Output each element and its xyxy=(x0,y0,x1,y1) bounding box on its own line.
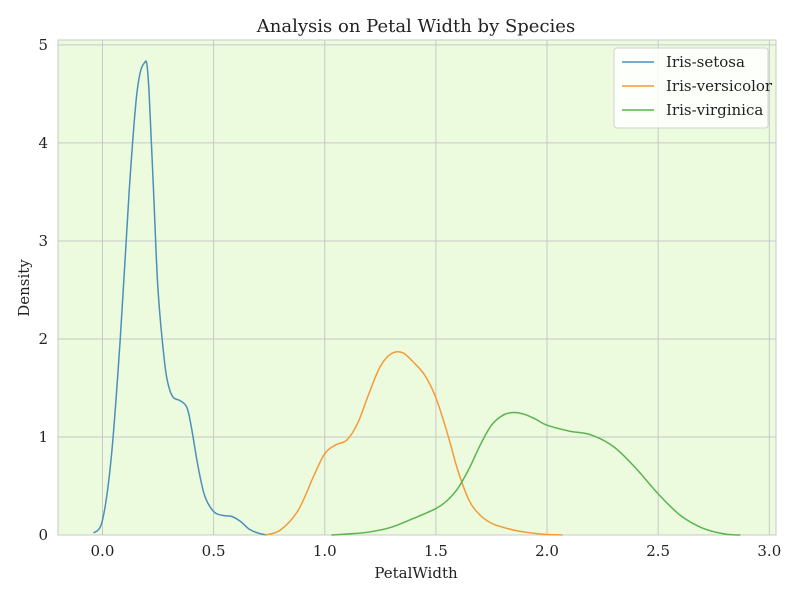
y-axis-label: Density xyxy=(15,259,33,317)
x-tick-label: 0.5 xyxy=(202,542,226,560)
legend-label: Iris-versicolor xyxy=(666,77,773,95)
y-tick-label: 5 xyxy=(38,36,48,54)
series-line-iris-versicolor xyxy=(264,350,563,536)
series-line-iris-virginica xyxy=(331,411,741,536)
y-tick-label: 2 xyxy=(38,330,48,348)
y-tick-label: 0 xyxy=(38,526,48,544)
x-tick-label: 2.0 xyxy=(535,542,559,560)
y-tick-label: 3 xyxy=(38,232,48,250)
series-line-iris-setosa xyxy=(92,60,268,536)
x-tick-label: 2.5 xyxy=(646,542,670,560)
legend-label: Iris-setosa xyxy=(666,53,745,71)
x-tick-label: 1.5 xyxy=(424,542,448,560)
x-tick-label: 1.0 xyxy=(313,542,337,560)
y-tick-label: 4 xyxy=(38,134,48,152)
series-layer xyxy=(92,60,741,536)
x-tick-label: 3.0 xyxy=(757,542,781,560)
x-axis-ticks: 0.0 0.5 1.0 1.5 2.0 2.5 3.0 xyxy=(91,542,782,560)
legend-label: Iris-virginica xyxy=(666,101,763,119)
grid xyxy=(57,39,777,536)
x-tick-label: 0.0 xyxy=(91,542,115,560)
legend-box xyxy=(613,47,769,129)
chart-title: Analysis on Petal Width by Species xyxy=(256,16,575,37)
y-tick-label: 1 xyxy=(38,428,48,446)
legend: Iris-setosa Iris-versicolor Iris-virginica xyxy=(613,47,773,129)
plot-frame xyxy=(57,39,777,536)
y-axis-ticks: 0 1 2 3 4 5 xyxy=(38,36,48,544)
x-axis-label: PetalWidth xyxy=(374,564,458,582)
